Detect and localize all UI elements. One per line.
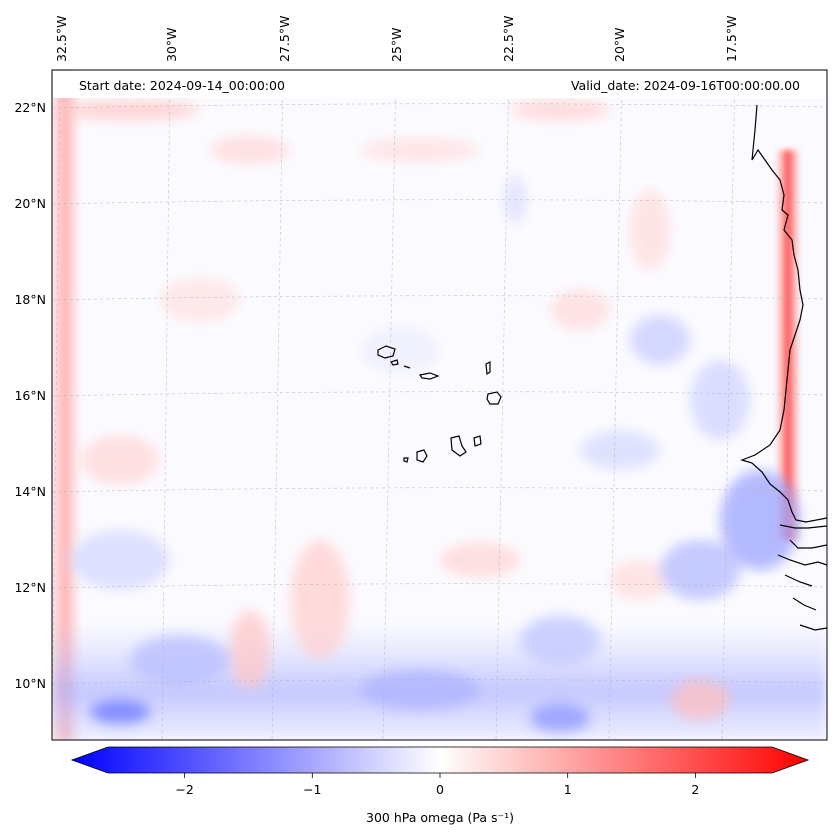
colorbar-tick-label: 2 xyxy=(691,782,699,797)
cape-verde-islands xyxy=(377,345,502,463)
lon-label-25w: 25°W xyxy=(389,27,404,62)
lat-label-16n: 16°N xyxy=(14,388,46,403)
valid-date-label: Valid_date: 2024-09-16T00:00:00.00 xyxy=(571,78,800,93)
coastline xyxy=(740,104,827,631)
colorbar-tick-labels: −2 −1 0 1 2 xyxy=(175,782,699,797)
colorbar: −2 −1 0 1 2 300 hPa omega (Pa s⁻¹) xyxy=(70,746,810,825)
lon-label-30w: 30°W xyxy=(164,27,179,62)
lon-label-32-5w: 32.5°W xyxy=(54,16,69,62)
colorbar-tick-label: 0 xyxy=(436,782,444,797)
lon-label-27-5w: 27.5°W xyxy=(277,16,292,62)
longitude-labels: 32.5°W 30°W 27.5°W 25°W 22.5°W 20°W 17.5… xyxy=(54,16,739,62)
colorbar-tick-label: −1 xyxy=(303,782,321,797)
latitude-labels: 22°N 20°N 18°N 16°N 14°N 12°N 10°N xyxy=(14,100,46,691)
colorbar-tick-label: 1 xyxy=(564,782,572,797)
lon-label-22-5w: 22.5°W xyxy=(501,16,516,62)
start-date-label: Start date: 2024-09-14_00:00:00 xyxy=(79,78,285,93)
lon-label-17-5w: 17.5°W xyxy=(724,16,739,62)
gridlines xyxy=(52,70,827,740)
lon-label-20w: 20°W xyxy=(612,27,627,62)
colorbar-tick-label: −2 xyxy=(175,782,193,797)
lat-label-20n: 20°N xyxy=(14,196,46,211)
lat-label-14n: 14°N xyxy=(14,484,46,499)
omega-field xyxy=(52,70,827,740)
lat-label-12n: 12°N xyxy=(14,580,46,595)
lat-label-10n: 10°N xyxy=(14,676,46,691)
colorbar-body xyxy=(70,746,810,774)
colorbar-label: 300 hPa omega (Pa s⁻¹) xyxy=(366,810,514,825)
lat-label-22n: 22°N xyxy=(14,100,46,115)
header-band xyxy=(53,71,826,98)
colorbar-ticks xyxy=(184,773,696,778)
map-border xyxy=(51,69,828,741)
lat-label-18n: 18°N xyxy=(14,292,46,307)
